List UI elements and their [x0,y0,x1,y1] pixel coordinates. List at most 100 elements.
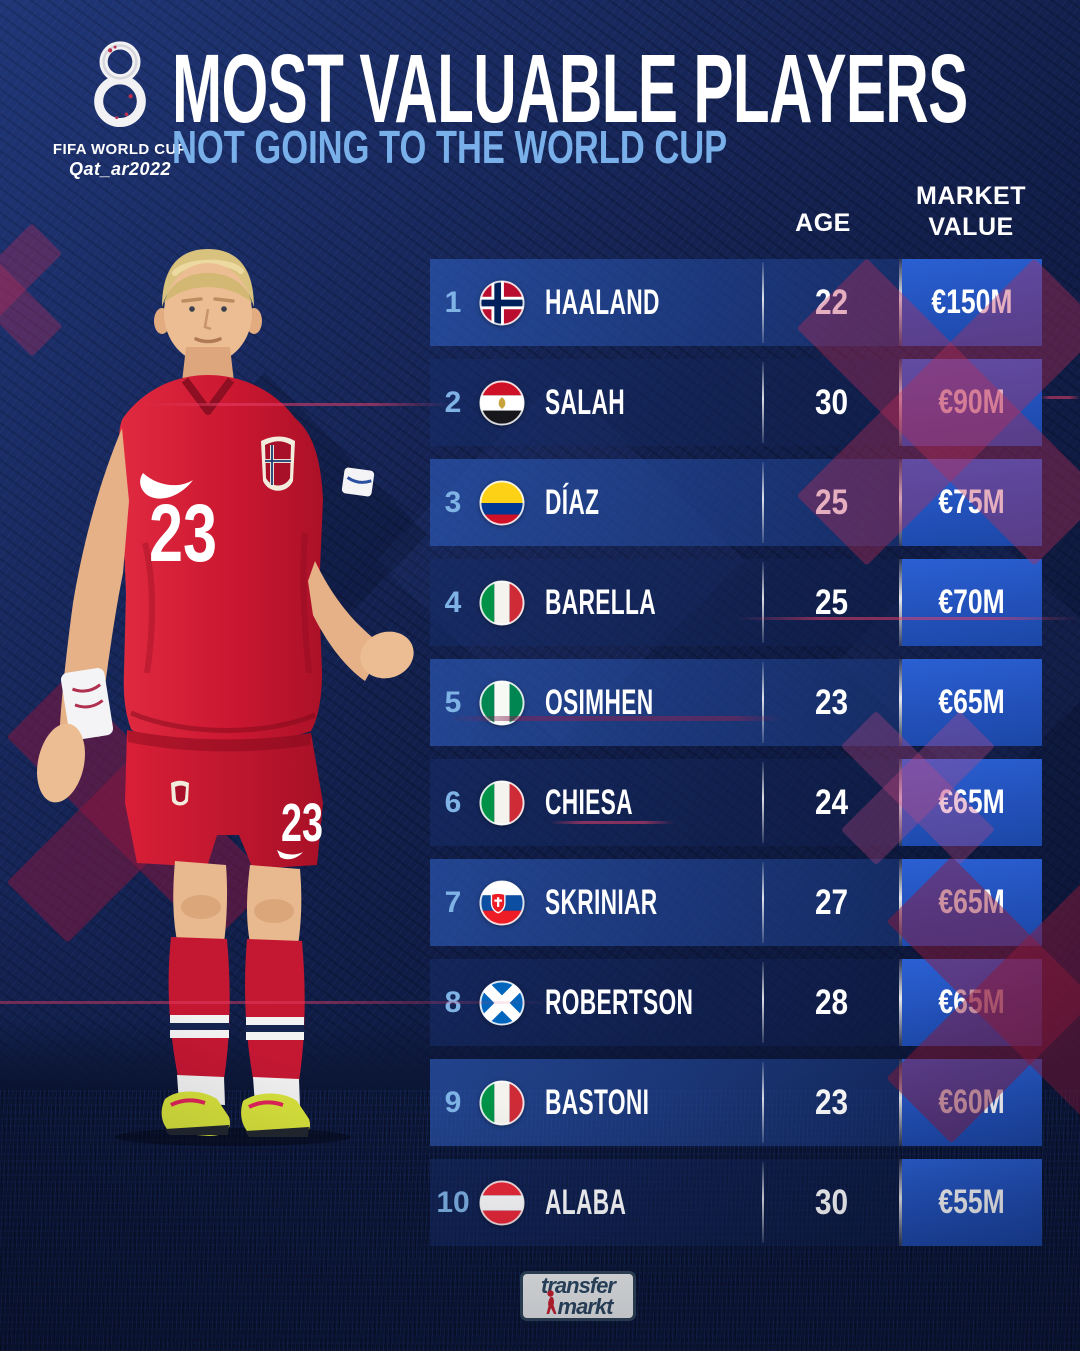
column-divider [762,262,764,343]
nigeria-flag [479,679,525,726]
table-row: 1 HAALAND 22 €150M [430,259,1042,346]
player-row-panel: 3 DÍAZ 25 [430,459,899,546]
svg-text:23: 23 [281,793,323,853]
italy-flag [479,779,525,826]
rank-number: 5 [444,685,462,719]
market-value-cell: €55M [899,1159,1042,1246]
column-divider [762,1062,764,1143]
colombia-flag [479,479,525,526]
norway-flag [479,279,525,326]
kicker-figure-icon [546,1290,557,1314]
column-divider [762,762,764,843]
market-value-cell: €65M [899,659,1042,746]
player-row-panel: 10 ALABA 30 [430,1159,899,1246]
players-table: 1 HAALAND 22 €150M 2 SALAH 30 €90M 3 DÍA… [430,259,1042,1259]
player-row-panel: 6 CHIESA 24 [430,759,899,846]
market-value: €65M [938,983,1006,1021]
market-value: €65M [938,783,1006,821]
column-divider [762,662,764,743]
market-value: €150M [931,283,1013,321]
rank-number: 10 [436,1185,470,1219]
player-name: DÍAZ [545,482,600,522]
age-value: 28 [814,982,849,1022]
player-name: SALAH [545,382,625,422]
table-row: 7 SKRINIAR 27 €65M [430,859,1042,946]
market-value-cell: €65M [899,859,1042,946]
age-value: 23 [814,1082,849,1122]
transfermarkt-logo-line2: markt [523,1290,633,1325]
column-divider [762,362,764,443]
market-value: €65M [938,883,1006,921]
column-divider [762,562,764,643]
player-row-panel: 9 BASTONI 23 [430,1059,899,1146]
rank-number: 7 [444,885,462,919]
italy-flag [479,579,525,626]
player-row-panel: 1 HAALAND 22 [430,259,899,346]
player-row-panel: 7 SKRINIAR 27 [430,859,899,946]
age-value: 23 [814,682,849,722]
table-row: 8 ROBERTSON 28 €65M [430,959,1042,1046]
page-subtitle: NOT GOING TO THE WORLD CUP [172,121,728,173]
player-name: BASTONI [545,1082,650,1122]
rank-number: 8 [444,985,462,1019]
rank-number: 3 [444,485,462,519]
market-value-cell: €150M [899,259,1042,346]
column-divider [762,962,764,1043]
player-name: ROBERTSON [545,982,694,1022]
italy-flag [479,1079,525,1126]
egypt-flag [479,379,525,426]
rank-number: 2 [444,385,462,419]
table-row: 6 CHIESA 24 €65M [430,759,1042,846]
table-row: 9 BASTONI 23 €60M [430,1059,1042,1146]
transfermarkt-markt-text: markt [557,1294,614,1319]
table-row: 2 SALAH 30 €90M [430,359,1042,446]
market-value: €60M [938,1083,1006,1121]
market-value: €55M [938,1183,1006,1221]
market-value: €75M [938,483,1006,521]
market-value-cell: €70M [899,559,1042,646]
austria-flag [479,1179,525,1226]
age-value: 24 [814,782,849,822]
age-value: 22 [814,282,849,322]
player-name: SKRINIAR [545,882,658,922]
player-row-panel: 4 BARELLA 25 [430,559,899,646]
player-photo-haaland: 23 23 [37,249,414,1146]
table-row: 5 OSIMHEN 23 €65M [430,659,1042,746]
market-value-header-line1: MARKET [916,182,1026,210]
rank-number: 9 [444,1085,462,1119]
age-value: 25 [814,582,849,622]
player-name: OSIMHEN [545,682,654,722]
age-value: 27 [814,882,849,922]
market-value-cell: €90M [899,359,1042,446]
player-name: ALABA [545,1182,627,1222]
market-value-cell: €60M [899,1059,1042,1146]
market-value-header-line2: VALUE [928,213,1014,241]
rank-number: 4 [444,585,462,619]
age-value: 25 [814,482,849,522]
rank-number: 1 [444,285,462,319]
player-row-panel: 2 SALAH 30 [430,359,899,446]
rank-number: 6 [444,785,462,819]
market-value-cell: €75M [899,459,1042,546]
player-row-panel: 8 ROBERTSON 28 [430,959,899,1046]
scotland-flag [479,979,525,1026]
market-value: €70M [938,583,1006,621]
table-row: 4 BARELLA 25 €70M [430,559,1042,646]
market-value-column-header: MARKET VALUE [901,181,1041,243]
column-divider [762,862,764,943]
player-name: BARELLA [545,582,656,622]
market-value-cell: €65M [899,959,1042,1046]
qatar-2022-emblem-icon [94,41,146,128]
column-divider [762,1162,764,1243]
player-name: HAALAND [545,282,660,322]
market-value-cell: €65M [899,759,1042,846]
age-value: 30 [814,1182,849,1222]
svg-text:23: 23 [149,488,217,579]
player-name: CHIESA [545,782,633,822]
age-column-header: AGE [795,209,851,237]
market-value: €65M [938,683,1006,721]
player-row-panel: 5 OSIMHEN 23 [430,659,899,746]
column-divider [762,462,764,543]
market-value: €90M [938,383,1006,421]
